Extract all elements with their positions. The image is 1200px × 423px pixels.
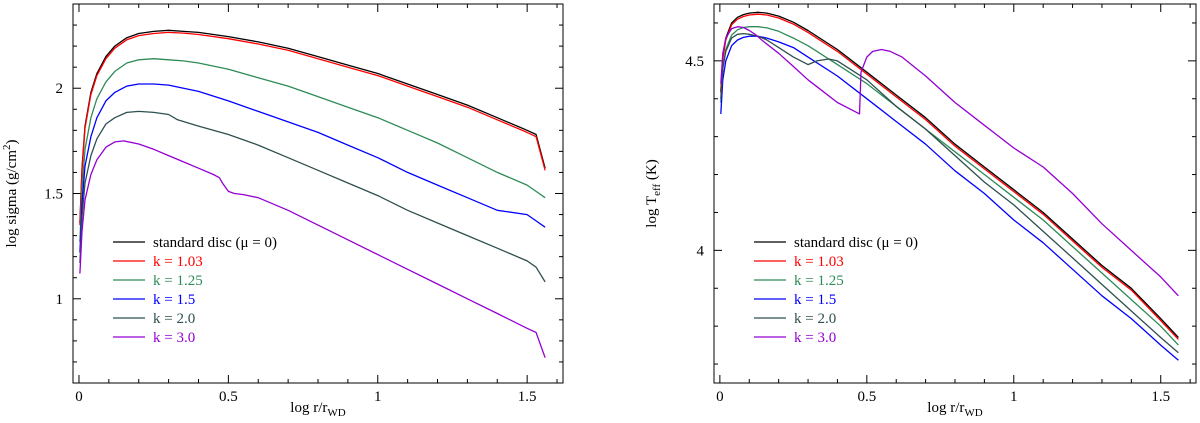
legend-label: k = 1.5 [153,292,195,308]
y-tick-label: 1 [56,292,64,308]
panel-surface-density: 0 0.5 1 1.5 1 1.5 2 standard disc (μ = 0) k = 1.… [1,3,564,419]
x-axis-label-main: log r/r [927,400,964,416]
y-axis-label-tail: (K) [644,159,660,184]
y-tick-label: 4 [697,243,705,259]
series-line-4 [720,32,1179,354]
series-line-1 [79,31,546,226]
x-tick-label: 1 [374,389,382,405]
legend-label: k = 1.03 [794,254,844,270]
y-tick-label: 1.5 [44,187,63,203]
x-axis-label: log r/rWD [927,400,982,418]
x-tick-label: 0 [716,389,724,405]
legend-label: k = 1.25 [153,273,203,289]
y-axis-label-sub: eff [651,184,663,196]
legend-label: k = 3.0 [153,330,195,346]
x-tick-label: 1.5 [1151,389,1170,405]
legend-label: k = 1.5 [794,292,836,308]
series-line-5 [720,26,1179,297]
legend-label: k = 1.25 [794,273,844,289]
legend-label: k = 2.0 [794,311,836,327]
series-line-3 [79,83,546,253]
x-tick-label: 0 [75,389,83,405]
y-tick-label: 2 [56,81,64,97]
y-axis-label-sup: 2 [1,145,13,151]
series-line-3 [720,35,1179,361]
y-tick-label: 4.5 [685,54,704,70]
x-tick-label: 0.5 [219,389,238,405]
series-line-0 [720,11,1179,338]
y-axis-label-main: log T [644,196,660,228]
series-line-4 [79,110,546,283]
series-line-5 [79,140,546,358]
y-axis-label: log sigma (g/cm2) [1,140,20,248]
y-axis-label-tail: ) [4,140,20,145]
legend-label: k = 1.03 [153,254,203,270]
series-line-0 [79,29,546,224]
legend-label: k = 3.0 [794,330,836,346]
x-tick-label: 0.5 [857,389,876,405]
x-tick-label: 1 [1010,389,1018,405]
series-line-2 [720,26,1179,346]
x-axis-label: log r/rWD [290,400,345,418]
panel-effective-temperature: 0 0.5 1 1.5 4 4.5 standard disc (μ = 0) k = 1.0… [644,3,1197,419]
x-axis-label-sub: WD [327,407,345,418]
legend-label: standard disc (μ = 0) [794,235,918,251]
y-axis-label-main: log sigma (g/cm [4,150,20,248]
plot-frame [72,3,564,384]
x-axis-label-sub: WD [964,407,982,418]
x-axis-label-main: log r/r [290,400,327,416]
x-tick-label: 1.5 [518,389,537,405]
series-line-2 [79,58,546,242]
legend-label: k = 2.0 [153,311,195,327]
y-axis-label: log Teff (K) [644,159,663,227]
legend-label: standard disc (μ = 0) [153,235,277,251]
series-line-1 [720,13,1179,340]
